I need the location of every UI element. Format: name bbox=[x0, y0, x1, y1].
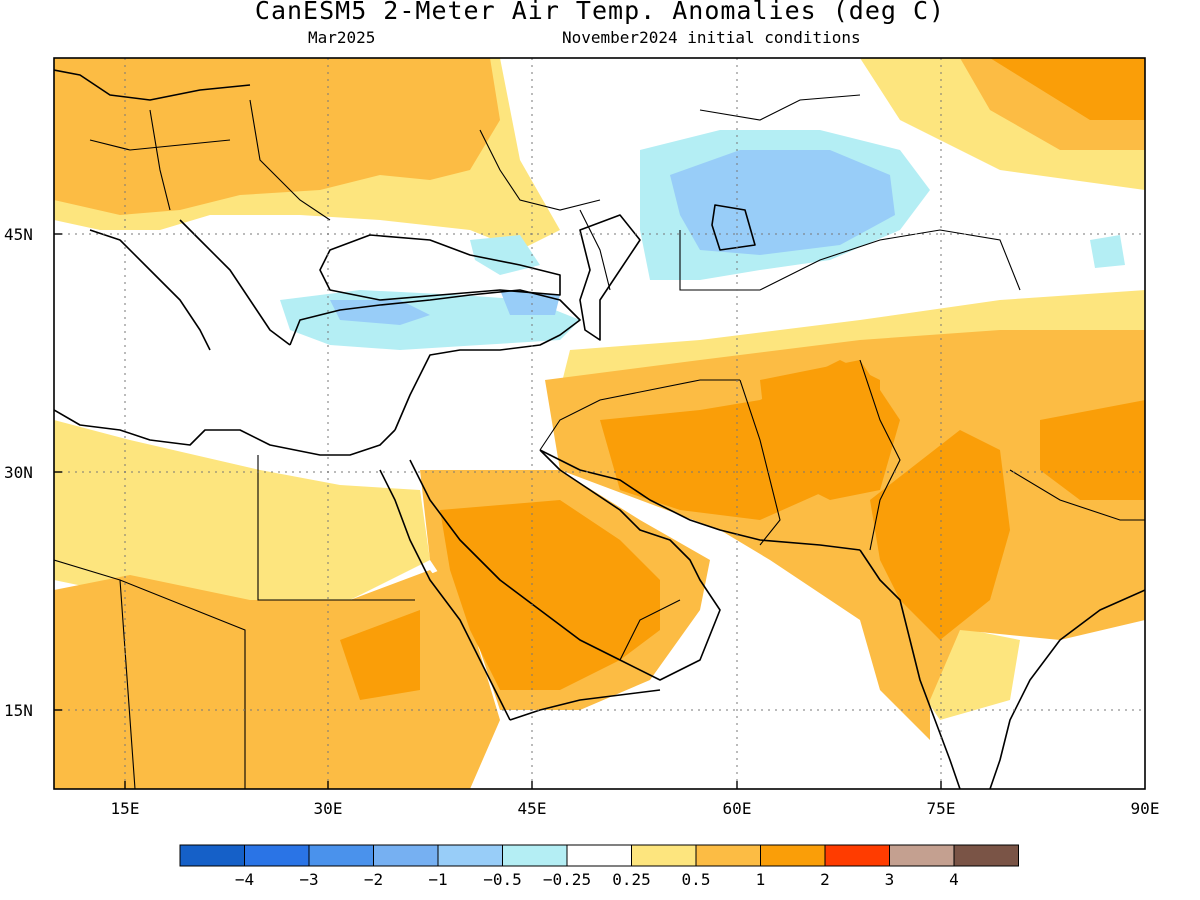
legend-label: −0.25 bbox=[543, 870, 591, 889]
map-area bbox=[54, 58, 1145, 789]
anomaly-strong-warm bbox=[340, 58, 1145, 700]
lon-label-75e: 75E bbox=[927, 799, 956, 818]
legend-swatch bbox=[695, 844, 761, 867]
lon-label-90e: 90E bbox=[1131, 799, 1160, 818]
legend-label: 1 bbox=[756, 870, 766, 889]
legend-label: −4 bbox=[235, 870, 254, 889]
lat-labels: 45N 30N 15N bbox=[4, 225, 33, 720]
legend-swatch bbox=[308, 844, 374, 867]
legend-swatch bbox=[889, 844, 955, 867]
legend-swatch bbox=[760, 844, 826, 867]
legend-swatch bbox=[244, 844, 310, 867]
lat-label-45n: 45N bbox=[4, 225, 33, 244]
legend-label: −0.5 bbox=[483, 870, 522, 889]
coastlines bbox=[54, 69, 1145, 789]
lon-label-45e: 45E bbox=[518, 799, 547, 818]
graticule bbox=[54, 58, 1145, 789]
legend-swatch bbox=[179, 844, 245, 867]
legend-label: −3 bbox=[299, 870, 318, 889]
lon-labels: 15E 30E 45E 60E 75E 90E bbox=[111, 799, 1160, 818]
map-frame bbox=[53, 57, 1146, 790]
legend-swatch bbox=[502, 844, 568, 867]
legend-label: 3 bbox=[885, 870, 895, 889]
lat-label-15n: 15N bbox=[4, 701, 33, 720]
legend-label: 4 bbox=[949, 870, 959, 889]
legend-label: −2 bbox=[364, 870, 383, 889]
legend-label: 0.25 bbox=[612, 870, 651, 889]
valid-month: Mar2025 bbox=[308, 28, 376, 47]
tick-marks bbox=[54, 233, 942, 789]
initial-conditions: November2024 initial conditions bbox=[562, 28, 861, 47]
legend-label: 2 bbox=[820, 870, 830, 889]
legend-swatch bbox=[824, 844, 890, 867]
legend-swatch bbox=[566, 844, 632, 867]
lat-label-30n: 30N bbox=[4, 463, 33, 482]
legend-swatch bbox=[437, 844, 503, 867]
legend-label: 0.5 bbox=[682, 870, 711, 889]
legend-swatch bbox=[953, 844, 1019, 867]
country-borders bbox=[54, 94, 1145, 789]
map-title: CanESM5 2-Meter Air Temp. Anomalies (deg… bbox=[254, 0, 946, 25]
legend-swatch bbox=[373, 844, 439, 867]
lon-label-60e: 60E bbox=[723, 799, 752, 818]
legend-swatch bbox=[631, 844, 697, 867]
color-legend: −4 −3 −2 −1 −0.5 −0.25 0.25 0.5 1 2 3 4 bbox=[179, 844, 1019, 889]
lon-label-30e: 30E bbox=[314, 799, 343, 818]
lon-label-15e: 15E bbox=[111, 799, 140, 818]
legend-label: −1 bbox=[428, 870, 447, 889]
